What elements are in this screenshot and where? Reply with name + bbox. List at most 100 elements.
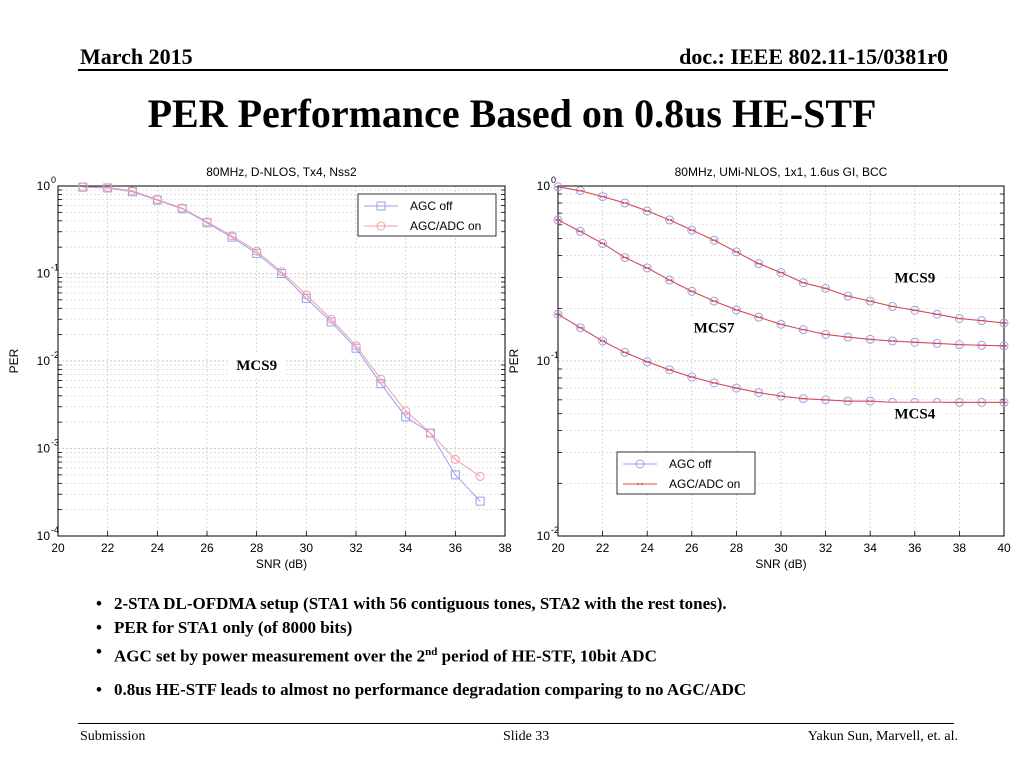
header-date: March 2015 [80, 44, 193, 69]
x-tick-label: 20 [551, 541, 565, 555]
data-point [759, 316, 762, 319]
data-point [804, 328, 807, 331]
data-point [960, 317, 963, 320]
data-point [553, 215, 563, 225]
data-point [599, 242, 602, 245]
header-doc-id: doc.: IEEE 802.11-15/0381r0 [679, 44, 948, 69]
y-tick-label: 10 [37, 267, 51, 281]
data-point [78, 182, 88, 192]
data-point [326, 314, 336, 324]
legend-marker [376, 201, 386, 211]
data-point [871, 300, 873, 303]
x-tick-label: 32 [819, 541, 833, 555]
data-point [821, 283, 831, 293]
data-point [893, 305, 896, 308]
data-point [376, 374, 386, 384]
bullet-text: 0.8us HE-STF leads to almost no performa… [114, 680, 747, 699]
y-tick-exponent: -4 [51, 525, 59, 535]
series-agc-adc-on-mcs7- [555, 218, 1007, 347]
data-point [575, 323, 585, 333]
data-point [475, 471, 485, 481]
data-point [351, 343, 361, 353]
data-point [1001, 321, 1004, 324]
series-line [557, 186, 1005, 324]
bullet-list: • 2-STA DL-OFDMA setup (STA1 with 56 cont… [92, 592, 746, 702]
data-point [642, 357, 652, 367]
chart-title: 80MHz, UMi-NLOS, 1x1, 1.6us GI, BCC [675, 165, 888, 179]
footer-submission: Submission [80, 729, 146, 744]
data-point [555, 313, 558, 316]
bullet-item: • 2-STA DL-OFDMA setup (STA1 with 56 cont… [92, 592, 746, 616]
data-point [620, 198, 630, 208]
data-point [937, 313, 940, 316]
data-point [956, 343, 959, 346]
data-point [714, 381, 717, 384]
series-line [82, 186, 481, 477]
x-axis-label: SNR (dB) [256, 557, 307, 571]
data-point [755, 262, 758, 265]
x-tick-label: 24 [151, 541, 165, 555]
y-tick-exponent: 0 [551, 175, 556, 185]
data-point [575, 226, 585, 236]
data-point [665, 275, 674, 285]
data-point [822, 287, 825, 290]
data-point [603, 340, 606, 343]
data-point [581, 230, 584, 233]
legend-marker [376, 221, 386, 231]
data-point [709, 296, 719, 306]
x-tick-label: 32 [349, 541, 363, 555]
data-point [978, 344, 981, 347]
data-point [450, 470, 460, 480]
x-tick-label: 28 [730, 541, 744, 555]
data-point [982, 319, 985, 322]
bullet-text: PER for STA1 only (of 8000 bits) [114, 618, 353, 637]
data-point [893, 340, 896, 343]
data-point [798, 278, 808, 288]
data-point [778, 395, 781, 398]
data-point [666, 368, 669, 371]
data-point [711, 300, 714, 303]
data-point [737, 308, 740, 311]
data-point [915, 309, 918, 312]
data-point [577, 230, 580, 233]
data-point [475, 496, 485, 506]
x-tick-label: 38 [953, 541, 967, 555]
bullet-sup: nd [425, 646, 438, 658]
data-point [553, 182, 563, 192]
data-point [733, 250, 736, 253]
annotation-box [886, 402, 943, 425]
data-point [800, 281, 803, 284]
footer-divider [78, 723, 954, 724]
data-point [912, 341, 914, 344]
data-point [915, 341, 918, 344]
data-point [620, 253, 630, 263]
data-point [642, 206, 652, 216]
data-point [733, 308, 736, 311]
annotation-label: MCS4 [894, 407, 935, 423]
legend-label: AGC off [669, 457, 712, 471]
data-point [754, 312, 764, 322]
data-point [776, 319, 786, 329]
data-point [731, 305, 741, 315]
data-point [978, 401, 981, 404]
data-point [956, 317, 959, 320]
data-point [848, 400, 851, 403]
data-point [450, 454, 460, 464]
data-point [555, 185, 558, 188]
y-tick-label: 10 [37, 529, 51, 543]
data-point [622, 351, 625, 354]
data-point [889, 340, 892, 343]
data-point [648, 209, 650, 212]
data-point [709, 378, 719, 388]
data-point [714, 239, 717, 242]
data-point [202, 217, 212, 227]
chart-title: 80MHz, D-NLOS, Tx4, Nss2 [206, 165, 357, 179]
x-tick-label: 24 [641, 541, 655, 555]
data-point [553, 309, 563, 319]
x-tick-label: 30 [774, 541, 788, 555]
x-tick-label: 36 [908, 541, 922, 555]
bullet-dot: • [96, 618, 102, 637]
data-point [871, 400, 873, 403]
data-point [1001, 401, 1004, 404]
